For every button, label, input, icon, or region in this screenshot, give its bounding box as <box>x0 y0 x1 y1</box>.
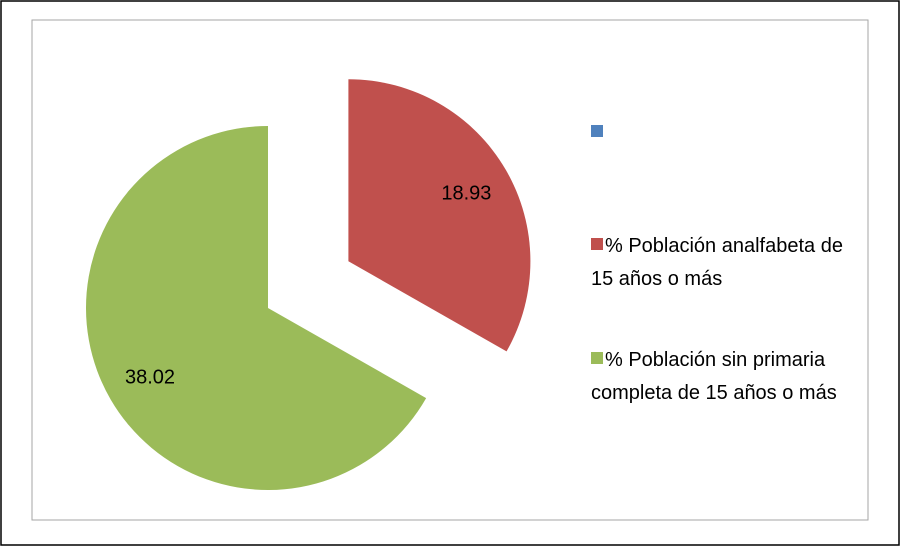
legend-swatch <box>591 125 603 137</box>
pie-slice <box>86 126 427 490</box>
legend-line: % Población analfabeta de <box>605 235 843 257</box>
legend-line: completa de 15 años o más <box>591 382 837 404</box>
data-label: 18.93 <box>441 183 491 205</box>
legend-line: 15 años o más <box>591 268 722 290</box>
pie-slice <box>348 79 531 352</box>
legend-label: % Población analfabeta de 15 años o más <box>591 235 843 290</box>
legend-swatch <box>591 352 603 364</box>
legend-swatch <box>591 238 603 250</box>
legend-line: % Población sin primaria <box>605 349 826 371</box>
data-label: 38.02 <box>125 367 175 389</box>
legend-label: % Población sin primaria completa de 15 a… <box>591 349 837 404</box>
